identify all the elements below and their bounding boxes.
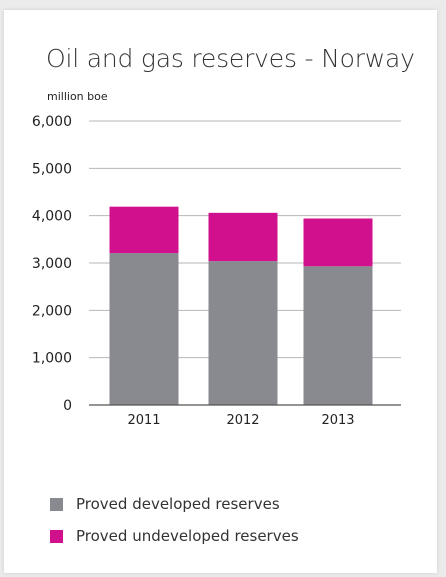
- x-tick-label: 2013: [321, 413, 354, 428]
- bar-2013-undeveloped: [303, 218, 373, 267]
- chart-title: Oil and gas reserves - Norway: [46, 44, 415, 73]
- legend-item-undeveloped: Proved undeveloped reserves: [50, 527, 299, 545]
- bar-2012-developed: [208, 261, 278, 405]
- y-tick-label: 0: [63, 398, 72, 414]
- legend-label-developed: Proved developed reserves: [76, 495, 280, 513]
- x-tick-label: 2011: [127, 413, 160, 428]
- y-tick-label: 6,000: [32, 114, 72, 130]
- y-tick-label: 2,000: [32, 303, 72, 319]
- y-axis-unit-label: million boe: [47, 90, 108, 103]
- chart-card: Oil and gas reserves - Norway million bo…: [4, 10, 437, 573]
- bar-2011-developed: [109, 253, 179, 405]
- legend-item-developed: Proved developed reserves: [50, 495, 280, 513]
- legend-swatch-undeveloped: [50, 529, 63, 543]
- legend-label-undeveloped: Proved undeveloped reserves: [76, 527, 299, 545]
- y-tick-label: 3,000: [32, 256, 72, 272]
- y-tick-label: 4,000: [32, 209, 72, 225]
- x-tick-label: 2012: [226, 413, 259, 428]
- bar-2013-developed: [303, 266, 373, 405]
- y-tick-label: 1,000: [32, 351, 72, 367]
- legend-swatch-developed: [50, 497, 63, 511]
- bar-2012-undeveloped: [208, 212, 278, 262]
- y-tick-label: 5,000: [32, 161, 72, 177]
- chart-plot: million boe 0 1,000 2,000 3,000 4,000 5,000 6,0…: [32, 90, 401, 428]
- bar-2011-undeveloped: [109, 206, 179, 254]
